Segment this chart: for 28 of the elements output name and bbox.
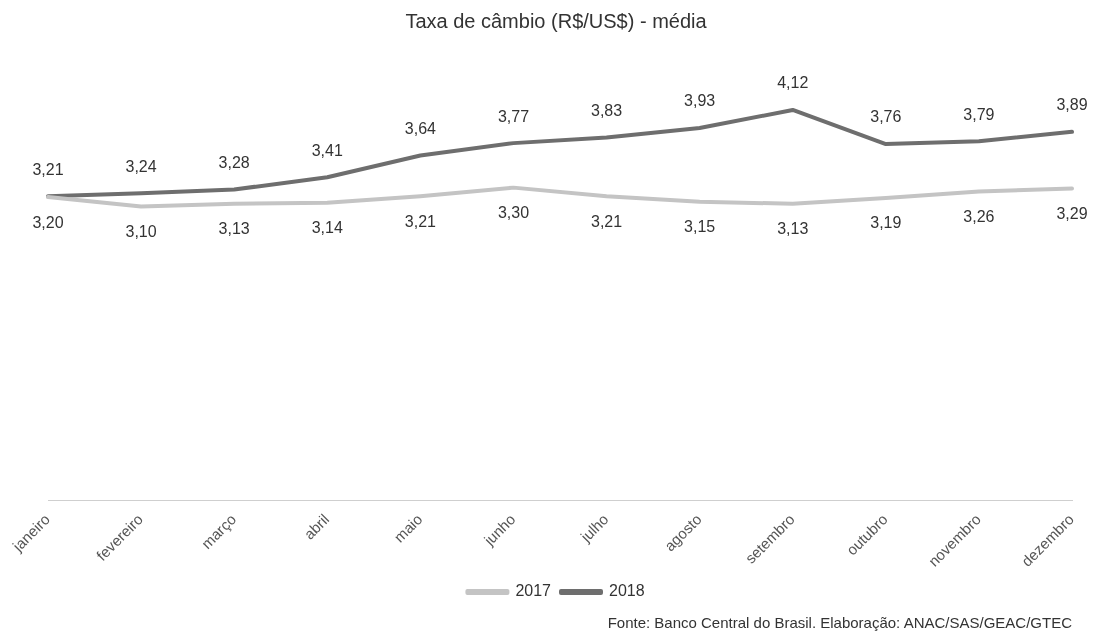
data-label: 3,26 [963,207,995,225]
data-label: 3,14 [311,219,343,237]
chart-title: Taxa de câmbio (R$/US$) - média [405,9,708,32]
data-label: 3,10 [125,222,157,240]
data-label: 3,21 [32,160,64,178]
data-label: 3,77 [497,107,530,125]
data-label: 3,20 [32,213,64,231]
data-label: 3,76 [870,108,902,126]
data-label: 3,28 [218,153,250,171]
source-note: Fonte: Banco Central do Brasil. Elaboração: ANAC/SAS/GEAC/GTEC [607,614,1072,631]
data-label: 3,15 [684,218,716,236]
data-label: 3,19 [870,214,902,232]
data-label: 3,30 [497,204,530,222]
data-label: 3,24 [125,157,157,175]
data-label: 3,79 [963,105,995,123]
data-label: 3,29 [1056,204,1088,222]
data-label: 3,83 [590,101,623,119]
legend-label: 2017 [515,582,552,600]
data-label: 3,64 [404,119,437,137]
data-label: 3,13 [777,220,809,238]
data-label: 3,89 [1056,96,1088,114]
data-label: 3,21 [404,212,437,230]
data-label: 3,93 [684,92,716,110]
data-label: 3,13 [218,220,250,238]
data-label: 3,21 [590,212,623,230]
data-label: 3,41 [311,141,343,159]
data-label: 4,12 [777,74,809,92]
legend-label: 2018 [609,582,645,600]
